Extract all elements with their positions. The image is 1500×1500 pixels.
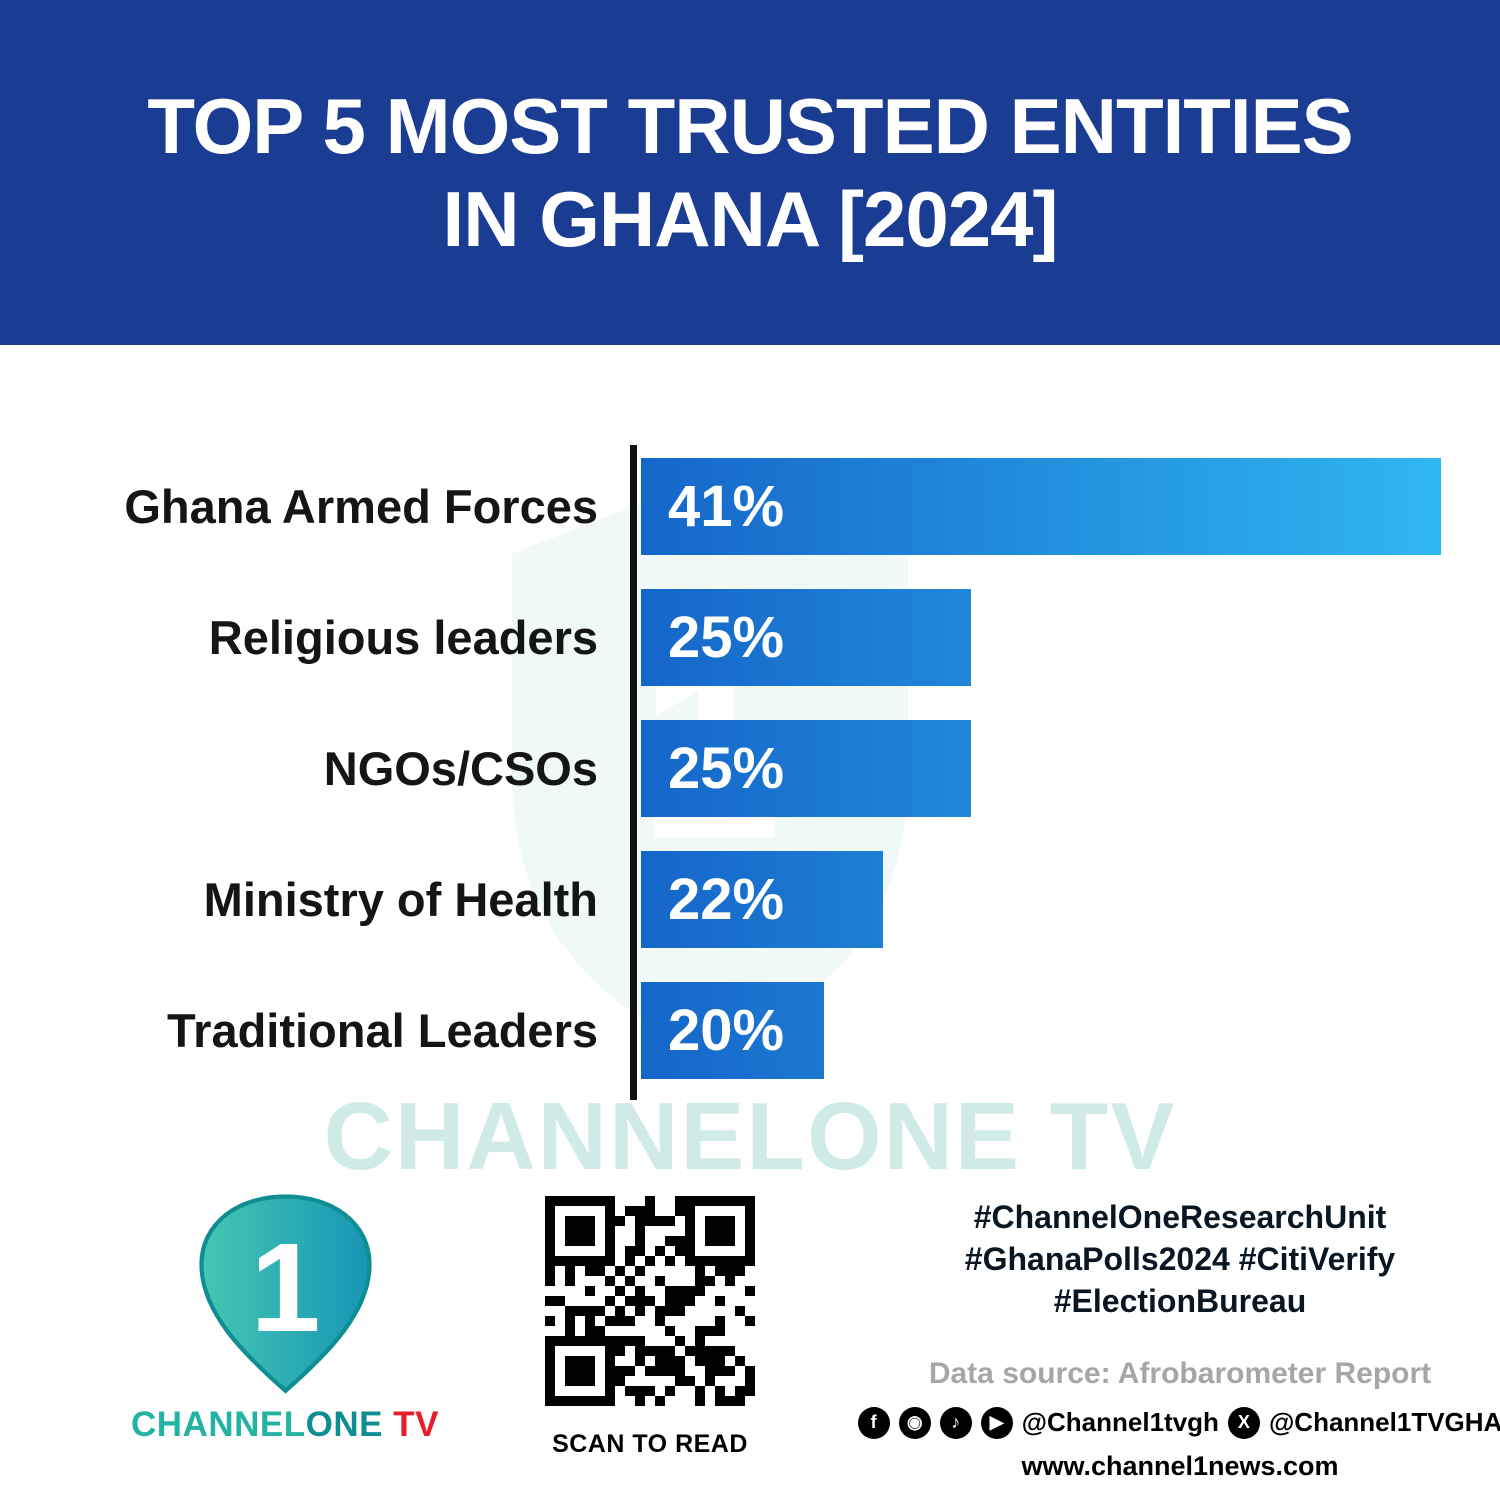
value-label: 25% — [668, 605, 785, 670]
value-label: 20% — [668, 998, 785, 1063]
qr-caption: SCAN TO READ — [552, 1430, 748, 1458]
y-axis-line — [630, 445, 637, 1100]
hashtag-line-2: #GhanaPolls2024 #CitiVerify — [964, 1241, 1396, 1278]
data-source: Data source: Afrobarometer Report — [928, 1356, 1432, 1390]
hashtags: #ChannelOneResearchUnit #GhanaPolls2024 … — [900, 1196, 1460, 1323]
page-title-line1: TOP 5 MOST TRUSTED ENTITIES — [147, 82, 1353, 171]
youtube-icon: ▶ — [980, 1406, 1013, 1439]
value-label: 25% — [668, 736, 785, 801]
page-title-line2: IN GHANA [2024] — [442, 174, 1059, 263]
bar-1: 41% — [641, 458, 1441, 555]
bar-chart: Ghana Armed Forces 41% Religious leaders 25… — [0, 458, 1500, 1113]
page-title: TOP 5 MOST TRUSTED ENTITIES IN GHANA [20… — [77, 80, 1422, 264]
qr-block: SCAN TO READ — [535, 1196, 765, 1459]
social-row: f ◉ ♪ ▶ @Channel1tvgh X @Channel1TVGHA — [857, 1406, 1500, 1439]
bar-3: 25% — [641, 720, 971, 817]
instagram-icon: ◉ — [898, 1406, 931, 1439]
bar-2: 25% — [641, 589, 971, 686]
chart-row: Ghana Armed Forces 41% — [0, 458, 1500, 555]
x-icon: X — [1227, 1406, 1260, 1439]
channel-one-logo: 1 CHANNELONE TV — [120, 1186, 450, 1445]
category-label: Religious leaders — [208, 611, 598, 664]
social-handle-2: @Channel1TVGHA — [1268, 1407, 1500, 1438]
category-label: NGOs/CSOs — [323, 742, 598, 795]
info-block: #ChannelOneResearchUnit #GhanaPolls2024 … — [857, 1196, 1500, 1482]
chart-row: Traditional Leaders 20% — [0, 982, 1500, 1079]
logo-wordmark: CHANNELONE TV — [120, 1405, 450, 1445]
category-label: Traditional Leaders — [167, 1004, 598, 1057]
bar-4: 22% — [641, 851, 883, 948]
qr-code — [545, 1196, 755, 1406]
chart-row: Religious leaders 25% — [0, 589, 1500, 686]
value-label: 41% — [668, 474, 785, 539]
category-label: Ministry of Health — [203, 873, 598, 926]
value-label: 22% — [668, 867, 785, 932]
bar-5: 20% — [641, 982, 824, 1079]
header-band: TOP 5 MOST TRUSTED ENTITIES IN GHANA [20… — [0, 0, 1500, 345]
social-handle-1: @Channel1tvgh — [1021, 1407, 1219, 1438]
chart-row: Ministry of Health 22% — [0, 851, 1500, 948]
logo-word-tv: TV — [383, 1405, 439, 1444]
facebook-icon: f — [857, 1406, 890, 1439]
logo-numeral: 1 — [250, 1217, 320, 1358]
category-label: Ghana Armed Forces — [124, 480, 598, 533]
tiktok-icon: ♪ — [939, 1406, 972, 1439]
logo-word-channel: CHANNEL — [131, 1405, 306, 1444]
hashtag-line-1: #ChannelOneResearchUnit — [973, 1199, 1387, 1235]
footer: 1 CHANNELONE TV SCAN TO READ #ChannelOne… — [0, 1180, 1500, 1500]
channel-one-logo-icon: 1 — [198, 1194, 372, 1394]
chart-row: NGOs/CSOs 25% — [0, 720, 1500, 817]
hashtag-line-3: #ElectionBureau — [1053, 1283, 1307, 1320]
logo-word-one: ONE — [305, 1405, 383, 1444]
website: www.channel1news.com — [1021, 1450, 1339, 1481]
